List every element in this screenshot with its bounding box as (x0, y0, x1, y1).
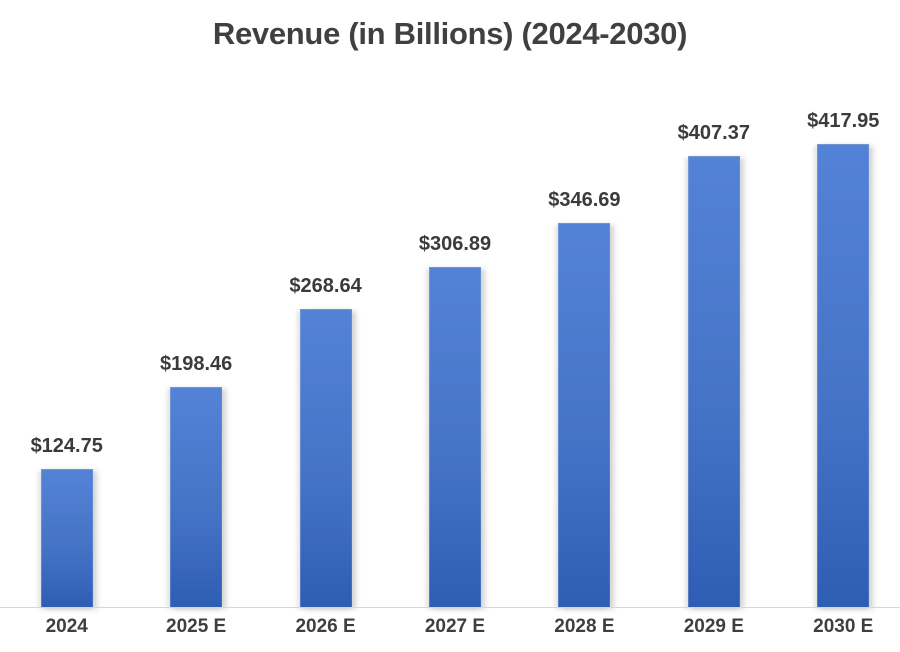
bar-column-2026-e: $268.64 (261, 275, 390, 607)
data-label-2026-e: $268.64 (289, 275, 362, 297)
data-label-2030-e: $417.95 (807, 110, 880, 132)
x-label-2029-e: 2029 E (683, 616, 744, 637)
bar-2029-e (687, 156, 740, 607)
x-label-2025-e: 2025 E (166, 616, 227, 637)
bar-2028-e (558, 223, 611, 607)
data-label-2028-e: $346.69 (548, 189, 621, 211)
x-label-2030-e: 2030 E (813, 616, 874, 637)
x-label-2027-e: 2027 E (424, 616, 486, 637)
bar-column-2027-e: $306.89 (390, 233, 519, 607)
data-label-2027-e: $306.89 (418, 233, 492, 255)
x-axis-line (0, 607, 900, 608)
bar-column-2028-e: $346.69 (520, 189, 649, 607)
plot-area: $124.75 $198.46 $268.64 $306.89 $346.69 $407.… (2, 85, 900, 607)
bar-2027-e (428, 267, 481, 607)
data-label-2024: $124.75 (30, 435, 103, 457)
bar-2025-e (170, 387, 223, 607)
x-label-2024: 2024 (45, 616, 88, 637)
chart-title: Revenue (in Billions) (2024-2030) (212, 16, 688, 51)
bar-column-2024: $124.75 (2, 435, 131, 607)
data-label-2029-e: $407.37 (677, 122, 750, 144)
x-axis-labels: 2024 2025 E 2026 E 2027 E 2028 E 2029 E 2030 E (2, 616, 900, 638)
bar-column-2029-e: $407.37 (649, 122, 778, 607)
x-label-2026-e: 2026 E (295, 616, 356, 637)
bar-column-2025-e: $198.46 (131, 353, 260, 607)
bar-column-2030-e: $417.95 (779, 110, 900, 607)
data-label-2025-e: $198.46 (159, 353, 233, 375)
bar-2030-e (817, 144, 870, 607)
bar-2026-e (299, 309, 352, 607)
bar-2024 (40, 469, 93, 607)
x-label-2028-e: 2028 E (554, 616, 615, 637)
